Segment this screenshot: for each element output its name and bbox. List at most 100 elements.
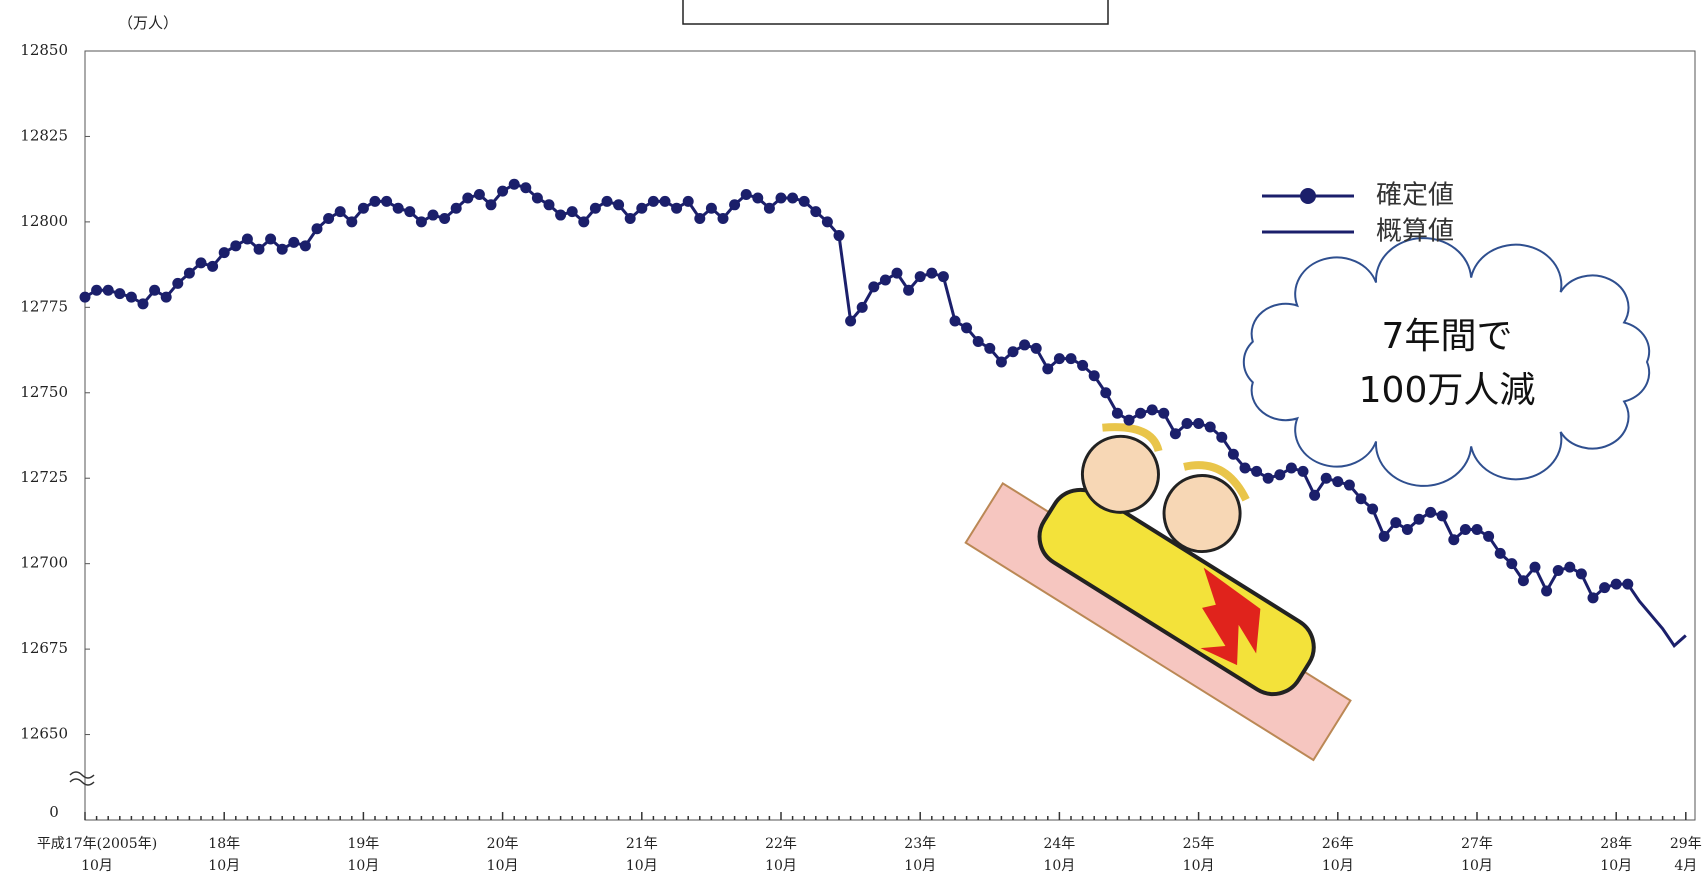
data-point — [102, 284, 114, 296]
x-tick-label: 10月 — [765, 858, 797, 874]
data-point — [1541, 585, 1553, 597]
x-tick-label: 19年 — [347, 836, 379, 852]
data-point — [91, 284, 103, 296]
sled — [1037, 487, 1316, 697]
data-point — [288, 236, 300, 248]
legend-label: 確定値 — [1376, 181, 1454, 211]
x-tick-label: 4月 — [1674, 858, 1697, 874]
x-tick-label: 29年 — [1670, 836, 1702, 852]
data-point — [1216, 431, 1228, 443]
data-point — [1030, 342, 1042, 354]
data-point — [937, 271, 949, 283]
data-point — [346, 216, 358, 228]
data-point — [601, 195, 613, 207]
annotation-line: 100万人減 — [1359, 370, 1536, 411]
legend-marker — [1300, 188, 1316, 204]
x-tick-label: 23年 — [904, 836, 936, 852]
data-point — [520, 182, 532, 194]
data-point — [392, 202, 404, 214]
data-point — [1529, 561, 1541, 573]
data-point — [276, 243, 288, 255]
x-tick-label: 21年 — [626, 836, 658, 852]
data-point — [926, 267, 938, 279]
series-line — [1626, 583, 1687, 648]
data-point — [473, 189, 485, 201]
data-point — [1390, 517, 1402, 529]
x-tick-label: 10月 — [487, 858, 519, 874]
y-tick-label: 12825 — [20, 126, 68, 144]
data-point — [810, 206, 822, 218]
data-point — [1169, 428, 1181, 440]
data-point — [729, 199, 741, 211]
data-point — [1471, 523, 1483, 535]
x-tick-label: 10月 — [1043, 858, 1075, 874]
data-point — [427, 209, 439, 221]
x-tick-label: 26年 — [1322, 836, 1354, 852]
data-point — [253, 243, 265, 255]
data-point — [1401, 523, 1413, 535]
data-point — [311, 223, 323, 235]
data-point — [891, 267, 903, 279]
x-tick-label: 10月 — [1322, 858, 1354, 874]
data-point — [1552, 565, 1564, 577]
data-point — [137, 298, 149, 310]
x-tick-label: 10月 — [347, 858, 379, 874]
x-tick-label: 10月 — [1183, 858, 1215, 874]
x-tick-label: 28年 — [1600, 836, 1632, 852]
data-point — [845, 315, 857, 327]
data-point — [1158, 407, 1170, 419]
data-point — [1111, 407, 1123, 419]
data-point — [323, 212, 335, 224]
data-point — [1077, 359, 1089, 371]
hair — [1102, 423, 1250, 502]
data-point — [972, 336, 984, 348]
data-point — [589, 202, 601, 214]
data-point — [821, 216, 833, 228]
data-point — [299, 240, 311, 252]
data-point — [1459, 523, 1471, 535]
data-point — [763, 202, 775, 214]
data-point — [357, 202, 369, 214]
data-point — [1425, 506, 1437, 518]
data-point — [1251, 465, 1263, 477]
data-point — [1088, 370, 1100, 382]
data-point — [404, 206, 416, 218]
data-point — [1587, 592, 1599, 604]
plot-frame — [84, 50, 1696, 821]
data-point — [1483, 530, 1495, 542]
data-point — [1204, 421, 1216, 433]
data-point — [682, 195, 694, 207]
data-point — [613, 199, 625, 211]
data-point — [1332, 476, 1344, 488]
y-tick-label: 12800 — [20, 212, 68, 230]
data-point — [775, 192, 787, 204]
data-point — [1135, 407, 1147, 419]
data-point — [903, 284, 915, 296]
data-point — [636, 202, 648, 214]
data-point — [1274, 469, 1286, 481]
data-point — [961, 322, 973, 334]
data-point — [659, 195, 671, 207]
data-point — [230, 240, 242, 252]
y-axis-label: （万人） — [118, 14, 178, 32]
data-point — [578, 216, 590, 228]
data-point — [1343, 479, 1355, 491]
y-tick-label: 12650 — [20, 725, 68, 743]
data-point — [415, 216, 427, 228]
data-point — [1193, 418, 1205, 430]
data-point — [334, 206, 346, 218]
data-point — [566, 206, 578, 218]
data-point — [1320, 472, 1332, 484]
data-point — [1610, 578, 1622, 590]
x-tick-label: 10月 — [904, 858, 936, 874]
data-point — [647, 195, 659, 207]
annotation-line: 7年間で — [1382, 316, 1513, 357]
data-point — [1297, 465, 1309, 477]
data-point — [787, 192, 799, 204]
rider — [1162, 474, 1242, 554]
data-point — [1367, 503, 1379, 515]
x-tick-label: 平成17年(2005年) — [37, 836, 157, 852]
callout-cloud — [1242, 237, 1651, 487]
data-point — [555, 209, 567, 221]
